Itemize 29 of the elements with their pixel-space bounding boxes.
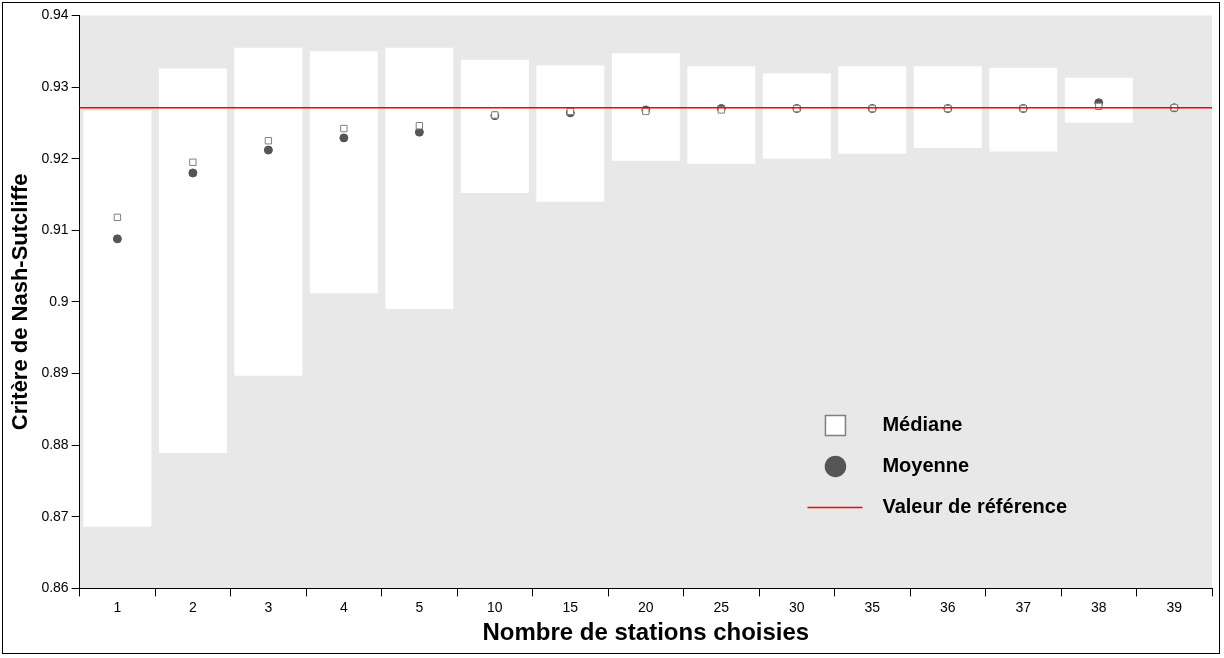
x-axis-title: Nombre de stations choisies (482, 618, 810, 646)
x-tick-label: 30 (789, 598, 805, 615)
x-tick-label: 35 (864, 598, 881, 615)
x-tick-label: 37 (1015, 598, 1032, 615)
y-tick-label: 0.9 (49, 292, 69, 309)
y-tick-label: 0.93 (41, 77, 69, 94)
y-tick-label: 0.91 (41, 221, 69, 238)
x-tick-label: 5 (415, 598, 424, 615)
y-tick-label: 0.94 (41, 6, 69, 23)
y-tick-label: 0.88 (41, 436, 69, 453)
x-tick-label: 3 (264, 598, 273, 615)
x-tick-label: 39 (1166, 598, 1183, 615)
y-tick-label: 0.89 (41, 364, 69, 381)
x-tick-label: 38 (1090, 598, 1107, 615)
x-tick-label: 36 (940, 598, 956, 615)
x-tick-label: 15 (562, 598, 579, 615)
y-tick-label: 0.92 (41, 149, 69, 166)
x-tick-label: 4 (339, 598, 348, 615)
x-tick-label: 25 (713, 598, 730, 615)
legend-label: Moyenne (882, 453, 970, 476)
y-axis-title: Critère de Nash-Sutcliffe (7, 173, 33, 431)
x-tick-label: 1 (113, 598, 122, 615)
x-tick-label: 2 (188, 598, 197, 615)
x-tick-label: 20 (638, 598, 654, 615)
x-tick-label: 10 (487, 598, 503, 615)
y-tick-label: 0.87 (41, 507, 69, 524)
legend-label: Valeur de référence (882, 494, 1068, 517)
legend-label: Médiane (882, 412, 963, 435)
y-tick-label: 0.86 (41, 579, 69, 596)
